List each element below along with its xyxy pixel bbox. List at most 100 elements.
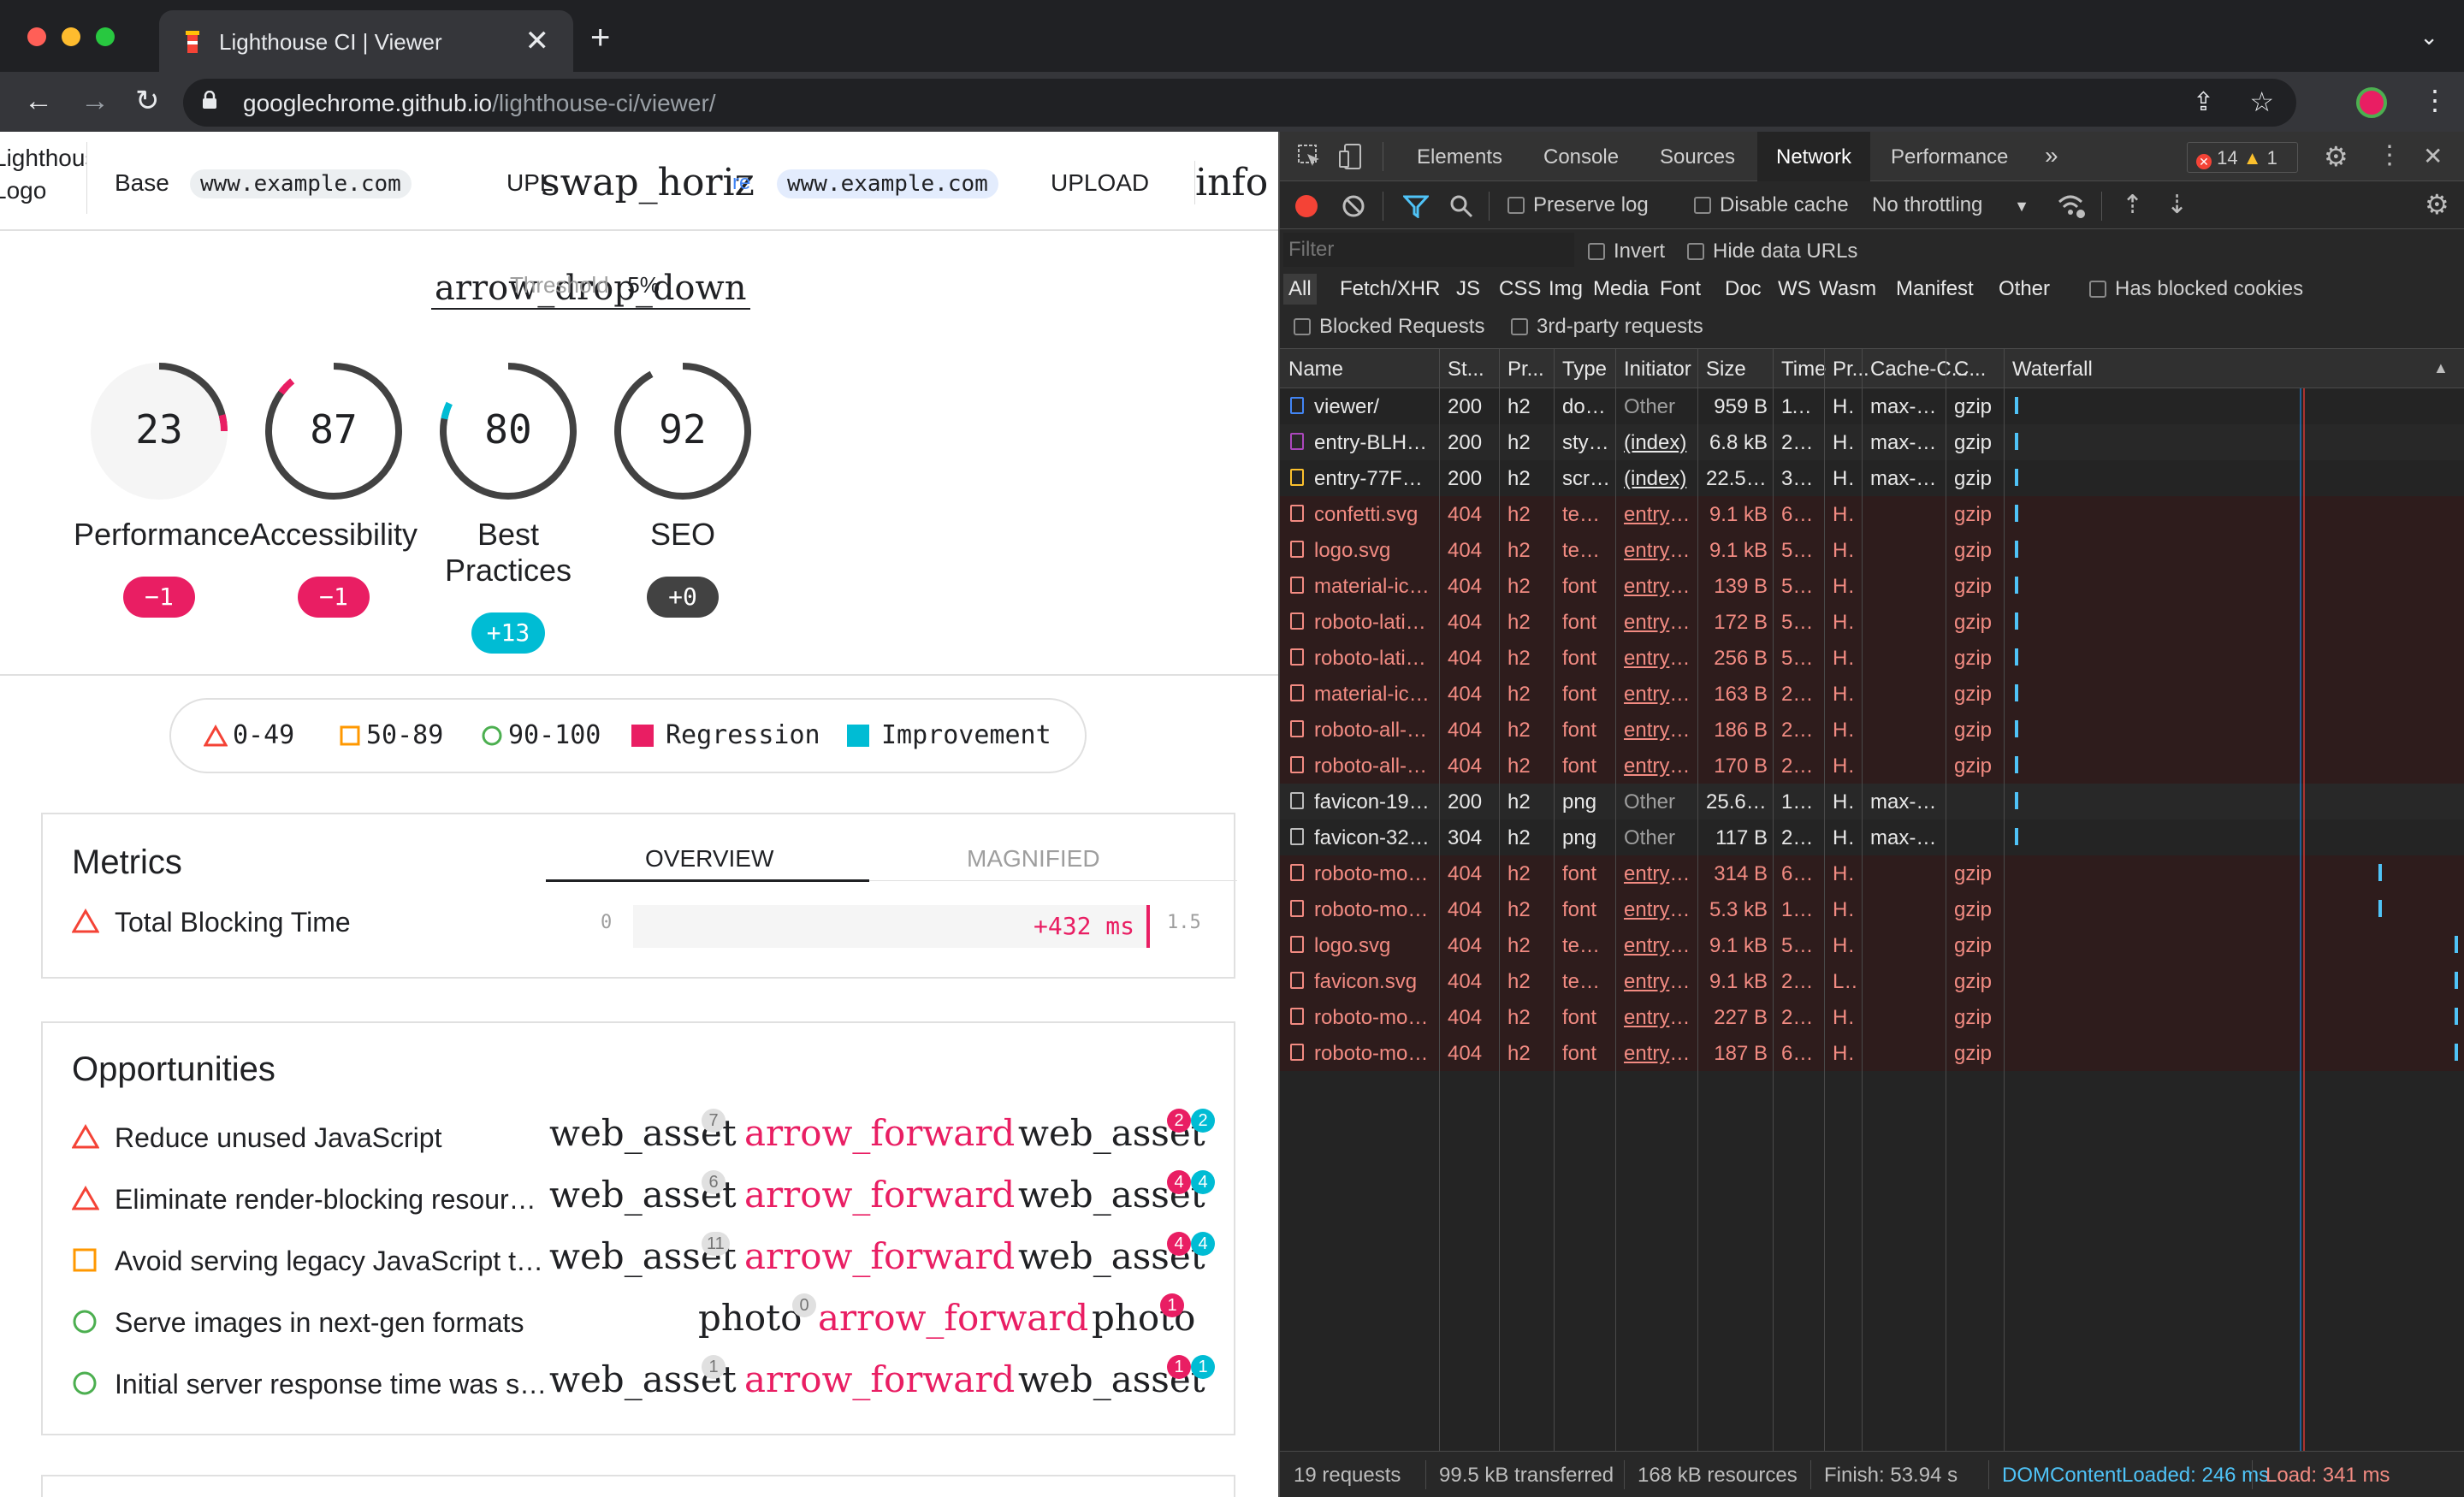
minimize-window-button[interactable] <box>62 27 80 46</box>
reload-icon[interactable]: ↻ <box>135 85 160 117</box>
zoom-window-button[interactable] <box>96 27 115 46</box>
type-filter-img[interactable]: Img <box>1549 277 1584 300</box>
close-window-button[interactable] <box>27 27 46 46</box>
import-har-icon[interactable]: ⇡ <box>2122 191 2144 219</box>
column-header-9[interactable]: C... <box>1954 358 1987 381</box>
share-icon[interactable]: ⇪ <box>2192 88 2214 116</box>
column-header-10[interactable]: Waterfall <box>2012 358 2093 381</box>
lock-icon[interactable] <box>202 91 217 109</box>
info-icon[interactable]: info <box>1194 161 1269 204</box>
search-icon[interactable] <box>1449 194 1473 218</box>
forward-icon[interactable]: → <box>80 85 110 117</box>
filter-input[interactable] <box>1283 233 1574 267</box>
devtools-menu-icon[interactable]: ⋮ <box>2377 141 2402 169</box>
record-icon[interactable] <box>1295 195 1318 217</box>
gauge-best-practices[interactable]: 80 Best Practices +13 <box>423 356 594 654</box>
tab-elements[interactable]: Elements <box>1417 145 1503 169</box>
request-row[interactable]: roboto-mono-all-500-n... 404 h2 font entry-B… <box>1280 891 2464 927</box>
request-row[interactable]: logo.svg 404 h2 text/... entry-7... 9.1 kB 56 … <box>1280 927 2464 963</box>
opportunity-row[interactable]: Eliminate render-blocking resour… web_ass… <box>72 1170 1218 1225</box>
sort-ascending-icon[interactable]: ▲ <box>2433 359 2449 376</box>
blocked-requests-checkbox[interactable]: Blocked Requests <box>1294 315 1484 339</box>
bookmark-star-icon[interactable]: ☆ <box>2249 86 2274 117</box>
third-party-checkbox[interactable]: 3rd-party requests <box>1511 315 1703 339</box>
request-row[interactable]: material-icons-base-40... 404 h2 font entry-… <box>1280 676 2464 712</box>
invert-checkbox[interactable]: Invert <box>1588 240 1665 263</box>
inspect-element-icon[interactable] <box>1297 144 1323 169</box>
network-conditions-icon[interactable] <box>2057 193 2086 219</box>
gauge-seo[interactable]: 92 SEO +0 <box>597 356 768 618</box>
type-filter-media[interactable]: Media <box>1593 277 1650 300</box>
type-filter-other[interactable]: Other <box>1999 277 2051 300</box>
network-settings-icon[interactable]: ⚙ <box>2425 189 2449 220</box>
opportunity-row[interactable]: Reduce unused JavaScript web_asset 7 arrow_… <box>72 1109 1218 1163</box>
base-url-pill[interactable]: www.example.com <box>190 169 412 198</box>
column-header-7[interactable]: Pr... <box>1833 358 1869 381</box>
column-header-4[interactable]: Initiator <box>1624 358 1691 381</box>
tab-overview[interactable]: OVERVIEW <box>645 845 774 872</box>
request-row[interactable]: roboto-all-500-normal.... 404 h2 font entry-… <box>1280 748 2464 784</box>
clear-icon[interactable] <box>1342 194 1365 218</box>
threshold-dropdown[interactable]: arrow_drop_down Threshold 5% <box>431 269 750 310</box>
swap-horiz-icon[interactable]: swap_horiz <box>541 161 755 204</box>
type-filter-all[interactable]: All <box>1283 274 1317 305</box>
more-tabs-icon[interactable]: » <box>2045 142 2058 169</box>
gauge-performance[interactable]: 23 Performance −1 <box>74 356 250 618</box>
close-devtools-icon[interactable]: ✕ <box>2423 143 2443 169</box>
tab-network[interactable]: Network <box>1757 132 1871 181</box>
request-row[interactable]: entry-BLH6UFNZ.css 200 h2 style... (index) 6.… <box>1280 424 2464 460</box>
column-header-1[interactable]: St... <box>1448 358 1484 381</box>
disable-cache-checkbox[interactable]: Disable cache <box>1694 193 1849 217</box>
preserve-log-checkbox[interactable]: Preserve log <box>1507 193 1649 217</box>
type-filter-doc[interactable]: Doc <box>1725 277 1762 300</box>
column-header-0[interactable]: Name <box>1288 358 1344 381</box>
upload-compare-button[interactable]: UPLOAD <box>1051 169 1150 196</box>
address-bar[interactable]: googlechrome.github.io/lighthouse-ci/vie… <box>183 79 2296 127</box>
request-row[interactable]: favicon-32x32.png 304 h2 png Other 117 B 21 ..… <box>1280 820 2464 855</box>
request-row[interactable]: material-icons-base-40... 404 h2 font entry-… <box>1280 568 2464 604</box>
column-header-5[interactable]: Size <box>1706 358 1746 381</box>
type-filter-wasm[interactable]: Wasm <box>1819 277 1877 300</box>
issues-counter[interactable]: ✕ 14 ▲ 1 <box>2187 142 2298 173</box>
type-filter-font[interactable]: Font <box>1660 277 1702 300</box>
metric-row-tbt[interactable]: Total Blocking Time 0 +432 ms 1.5 <box>72 905 1218 948</box>
request-row[interactable]: roboto-latin-400-norma... 404 h2 font entry-… <box>1280 604 2464 640</box>
request-row[interactable]: favicon-196x196.png 200 h2 png Other 25.6 kB 1… <box>1280 784 2464 820</box>
column-header-6[interactable]: Time <box>1781 358 1827 381</box>
type-filter-css[interactable]: CSS <box>1499 277 1542 300</box>
tab-search-icon[interactable]: ⌄ <box>2420 24 2438 50</box>
request-row[interactable]: logo.svg 404 h2 text/... entry-7... 9.1 kB 57 … <box>1280 532 2464 568</box>
back-icon[interactable]: ← <box>24 85 53 117</box>
request-row[interactable]: roboto-mono-all-400-n... 404 h2 font entry-B… <box>1280 1035 2464 1071</box>
request-row[interactable]: favicon.svg 404 h2 text/... entry-7... 9.1 kB… <box>1280 963 2464 999</box>
url-text[interactable]: googlechrome.github.io/lighthouse-ci/vie… <box>243 90 716 116</box>
column-header-3[interactable]: Type <box>1562 358 1608 381</box>
type-filter-manifest[interactable]: Manifest <box>1896 277 1974 300</box>
request-row[interactable]: confetti.svg 404 h2 text/... entry-7... 9.1 k… <box>1280 496 2464 532</box>
tab-performance[interactable]: Performance <box>1891 145 2009 169</box>
hide-data-urls-checkbox[interactable]: Hide data URLs <box>1687 240 1857 263</box>
upload-base-button[interactable]: UPL <box>506 169 554 196</box>
gauge-accessibility[interactable]: 87 Accessibility −1 <box>248 356 419 618</box>
throttling-select[interactable]: No throttling ▼ <box>1872 193 2029 216</box>
profile-avatar[interactable] <box>2356 87 2387 118</box>
opportunity-row[interactable]: Initial server response time was s… web_a… <box>72 1355 1218 1410</box>
tab-sources[interactable]: Sources <box>1660 145 1736 169</box>
new-tab-button[interactable]: + <box>590 19 611 56</box>
tab-magnified[interactable]: MAGNIFIED <box>967 845 1100 872</box>
tab-console[interactable]: Console <box>1543 145 1620 169</box>
column-header-8[interactable]: Cache-C... <box>1870 358 1969 381</box>
compare-url-pill[interactable]: www.example.com <box>777 169 998 198</box>
settings-gear-icon[interactable]: ⚙ <box>2324 141 2348 172</box>
type-filter-ws[interactable]: WS <box>1778 277 1811 300</box>
type-filter-fetch-xhr[interactable]: Fetch/XHR <box>1340 277 1441 300</box>
close-tab-icon[interactable]: ✕ <box>524 25 550 57</box>
column-header-2[interactable]: Pr... <box>1507 358 1544 381</box>
request-row[interactable]: entry-77FYTTM2.js 200 h2 script (index) 22.5 … <box>1280 460 2464 496</box>
type-filter-js[interactable]: JS <box>1456 277 1481 300</box>
opportunity-row[interactable]: Serve images in next-gen formats photo 0 ar… <box>72 1293 1218 1348</box>
request-row[interactable]: viewer/200 h2 doc... Other 959 B 11... Hi... ma… <box>1280 388 2464 424</box>
request-row[interactable]: roboto-mono-latin-500-... 404 h2 font entry-… <box>1280 855 2464 891</box>
blocked-cookies-checkbox[interactable]: Has blocked cookies <box>2089 277 2303 301</box>
device-toolbar-icon[interactable] <box>1338 143 1365 170</box>
